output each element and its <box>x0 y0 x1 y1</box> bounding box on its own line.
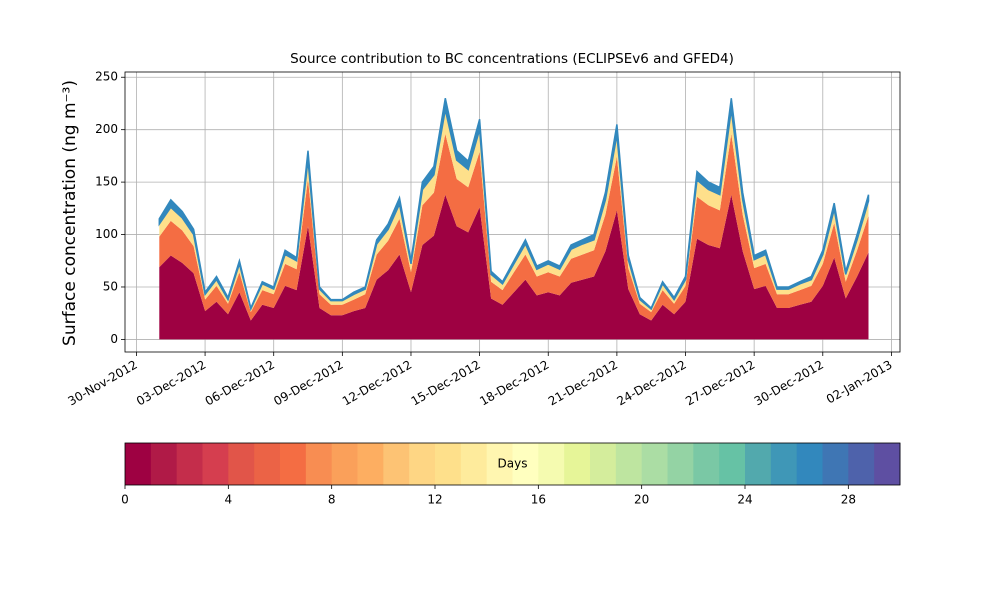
colorbar-cell <box>254 443 281 485</box>
plot-frame <box>124 71 901 353</box>
colorbar-tick-label: 28 <box>841 493 856 507</box>
area-layer <box>159 194 869 340</box>
colorbar-cell <box>590 443 617 485</box>
x-tick-label: 03-Dec-2012 <box>134 358 208 409</box>
colorbar-tick-label: 16 <box>531 493 546 507</box>
colorbar-cell <box>667 443 694 485</box>
colorbar-cell <box>538 443 565 485</box>
colorbar-label: Days <box>498 457 528 471</box>
colorbar-cell <box>280 443 307 485</box>
colorbar-cell <box>822 443 849 485</box>
y-tick-label: 150 <box>95 175 118 189</box>
colorbar-cell <box>796 443 823 485</box>
colorbar-cell <box>125 443 152 485</box>
colorbar-cell <box>331 443 358 485</box>
y-tick-label: 50 <box>103 279 118 293</box>
colorbar-cell <box>435 443 462 485</box>
x-tick-label: 27-Dec-2012 <box>683 358 757 409</box>
colorbar-tick-label: 8 <box>328 493 336 507</box>
colorbar-cell <box>228 443 255 485</box>
x-tick-label: 09-Dec-2012 <box>271 358 345 409</box>
colorbar-cell <box>305 443 333 485</box>
colorbar-cell <box>848 443 875 485</box>
colorbar-tick-label: 20 <box>634 493 649 507</box>
x-tick-label: 24-Dec-2012 <box>614 358 688 409</box>
y-tick-label: 0 <box>110 332 118 346</box>
x-tick-label: 02-Jan-2013 <box>824 358 895 407</box>
area-layer <box>159 133 869 321</box>
colorbar-cell <box>874 443 901 485</box>
colorbar-cell <box>641 443 668 485</box>
colorbar-cell <box>357 443 384 485</box>
area-layer <box>158 98 870 312</box>
x-tick-label: 21-Dec-2012 <box>546 358 620 409</box>
colorbar-cell <box>383 443 410 485</box>
colorbar-cell <box>409 443 436 485</box>
chart-title: Source contribution to BC concentrations… <box>290 51 734 67</box>
colorbar-cell <box>176 443 203 485</box>
x-tick-label: 18-Dec-2012 <box>477 358 551 409</box>
colorbar-cell <box>745 443 772 485</box>
colorbar-frame <box>124 442 901 486</box>
colorbar-tick-label: 24 <box>737 493 752 507</box>
colorbar-cell <box>460 443 488 485</box>
colorbar-cell <box>770 443 798 485</box>
x-tick-label: 06-Dec-2012 <box>203 358 277 409</box>
colorbar-cell <box>615 443 643 485</box>
x-tick-label: 30-Dec-2012 <box>752 358 826 409</box>
y-tick-label: 200 <box>95 122 118 136</box>
colorbar-cell <box>150 443 178 485</box>
colorbar-cell <box>486 443 513 485</box>
area-layer <box>159 109 869 313</box>
colorbar-tick-label: 4 <box>225 493 233 507</box>
colorbar-cell <box>512 443 539 485</box>
colorbar-tick-label: 0 <box>121 493 129 507</box>
colorbar-cell <box>719 443 746 485</box>
x-tick-label: 15-Dec-2012 <box>409 358 483 409</box>
y-tick-label: 100 <box>95 227 118 241</box>
x-tick-label: 30-Nov-2012 <box>66 358 140 409</box>
y-axis-label: Surface concentration (ng m⁻³) <box>60 80 80 346</box>
colorbar-tick-label: 12 <box>427 493 442 507</box>
colorbar-cell <box>202 443 229 485</box>
y-tick-label: 250 <box>95 70 118 84</box>
colorbar-cell <box>564 443 591 485</box>
colorbar-cell <box>693 443 720 485</box>
x-tick-label: 12-Dec-2012 <box>340 358 414 409</box>
